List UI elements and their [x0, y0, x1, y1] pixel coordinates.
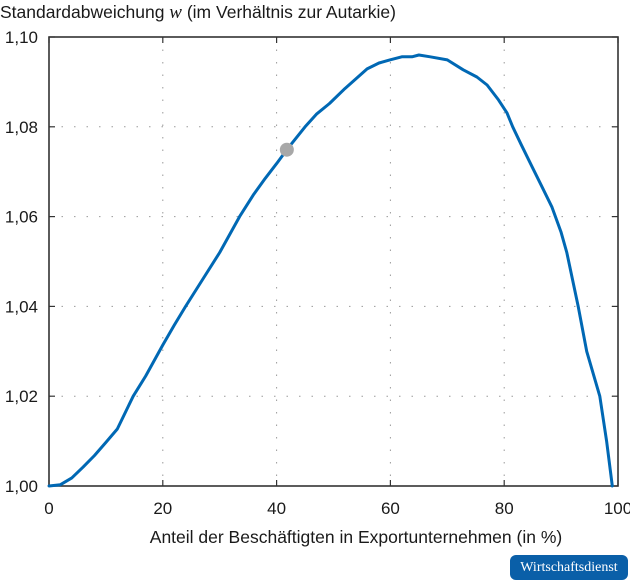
axis-ticks: [48, 36, 619, 487]
title-variable: w: [169, 2, 182, 23]
plot-frame: [48, 36, 619, 487]
grid-lines: [49, 37, 618, 486]
x-tick-label: 40: [267, 499, 286, 518]
y-tick-label: 1,00: [5, 477, 38, 496]
x-tick-labels: 0 20 40 60 80 100: [44, 499, 630, 518]
x-tick-label: 100: [604, 499, 630, 518]
x-tick-label: 0: [44, 499, 53, 518]
chart-title: Standardabweichung w (im Verhältnis zur …: [0, 2, 396, 24]
series-line: [47, 53, 614, 488]
y-tick-label: 1,10: [5, 28, 38, 47]
x-axis-label: Anteil der Beschäftigten in Exportuntern…: [150, 527, 562, 547]
badge-label: Wirtschaftsdienst: [520, 559, 618, 575]
highlight-markers: [279, 142, 294, 157]
title-suffix: (im Verhältnis zur Autarkie): [181, 2, 396, 22]
x-tick-label: 80: [495, 499, 514, 518]
y-tick-label: 1,02: [5, 387, 38, 406]
y-tick-label: 1,04: [5, 297, 38, 316]
y-tick-label: 1,06: [5, 208, 38, 227]
source-badge: Wirtschaftsdienst: [510, 555, 628, 580]
title-prefix: Standardabweichung: [0, 2, 170, 22]
y-tick-label: 1,08: [5, 118, 38, 137]
highlight-marker-dot: [279, 142, 294, 157]
x-tick-label: 20: [153, 499, 172, 518]
x-tick-label: 60: [381, 499, 400, 518]
y-tick-labels: 1,00 1,02 1,04 1,06 1,08 1,10: [5, 28, 38, 496]
